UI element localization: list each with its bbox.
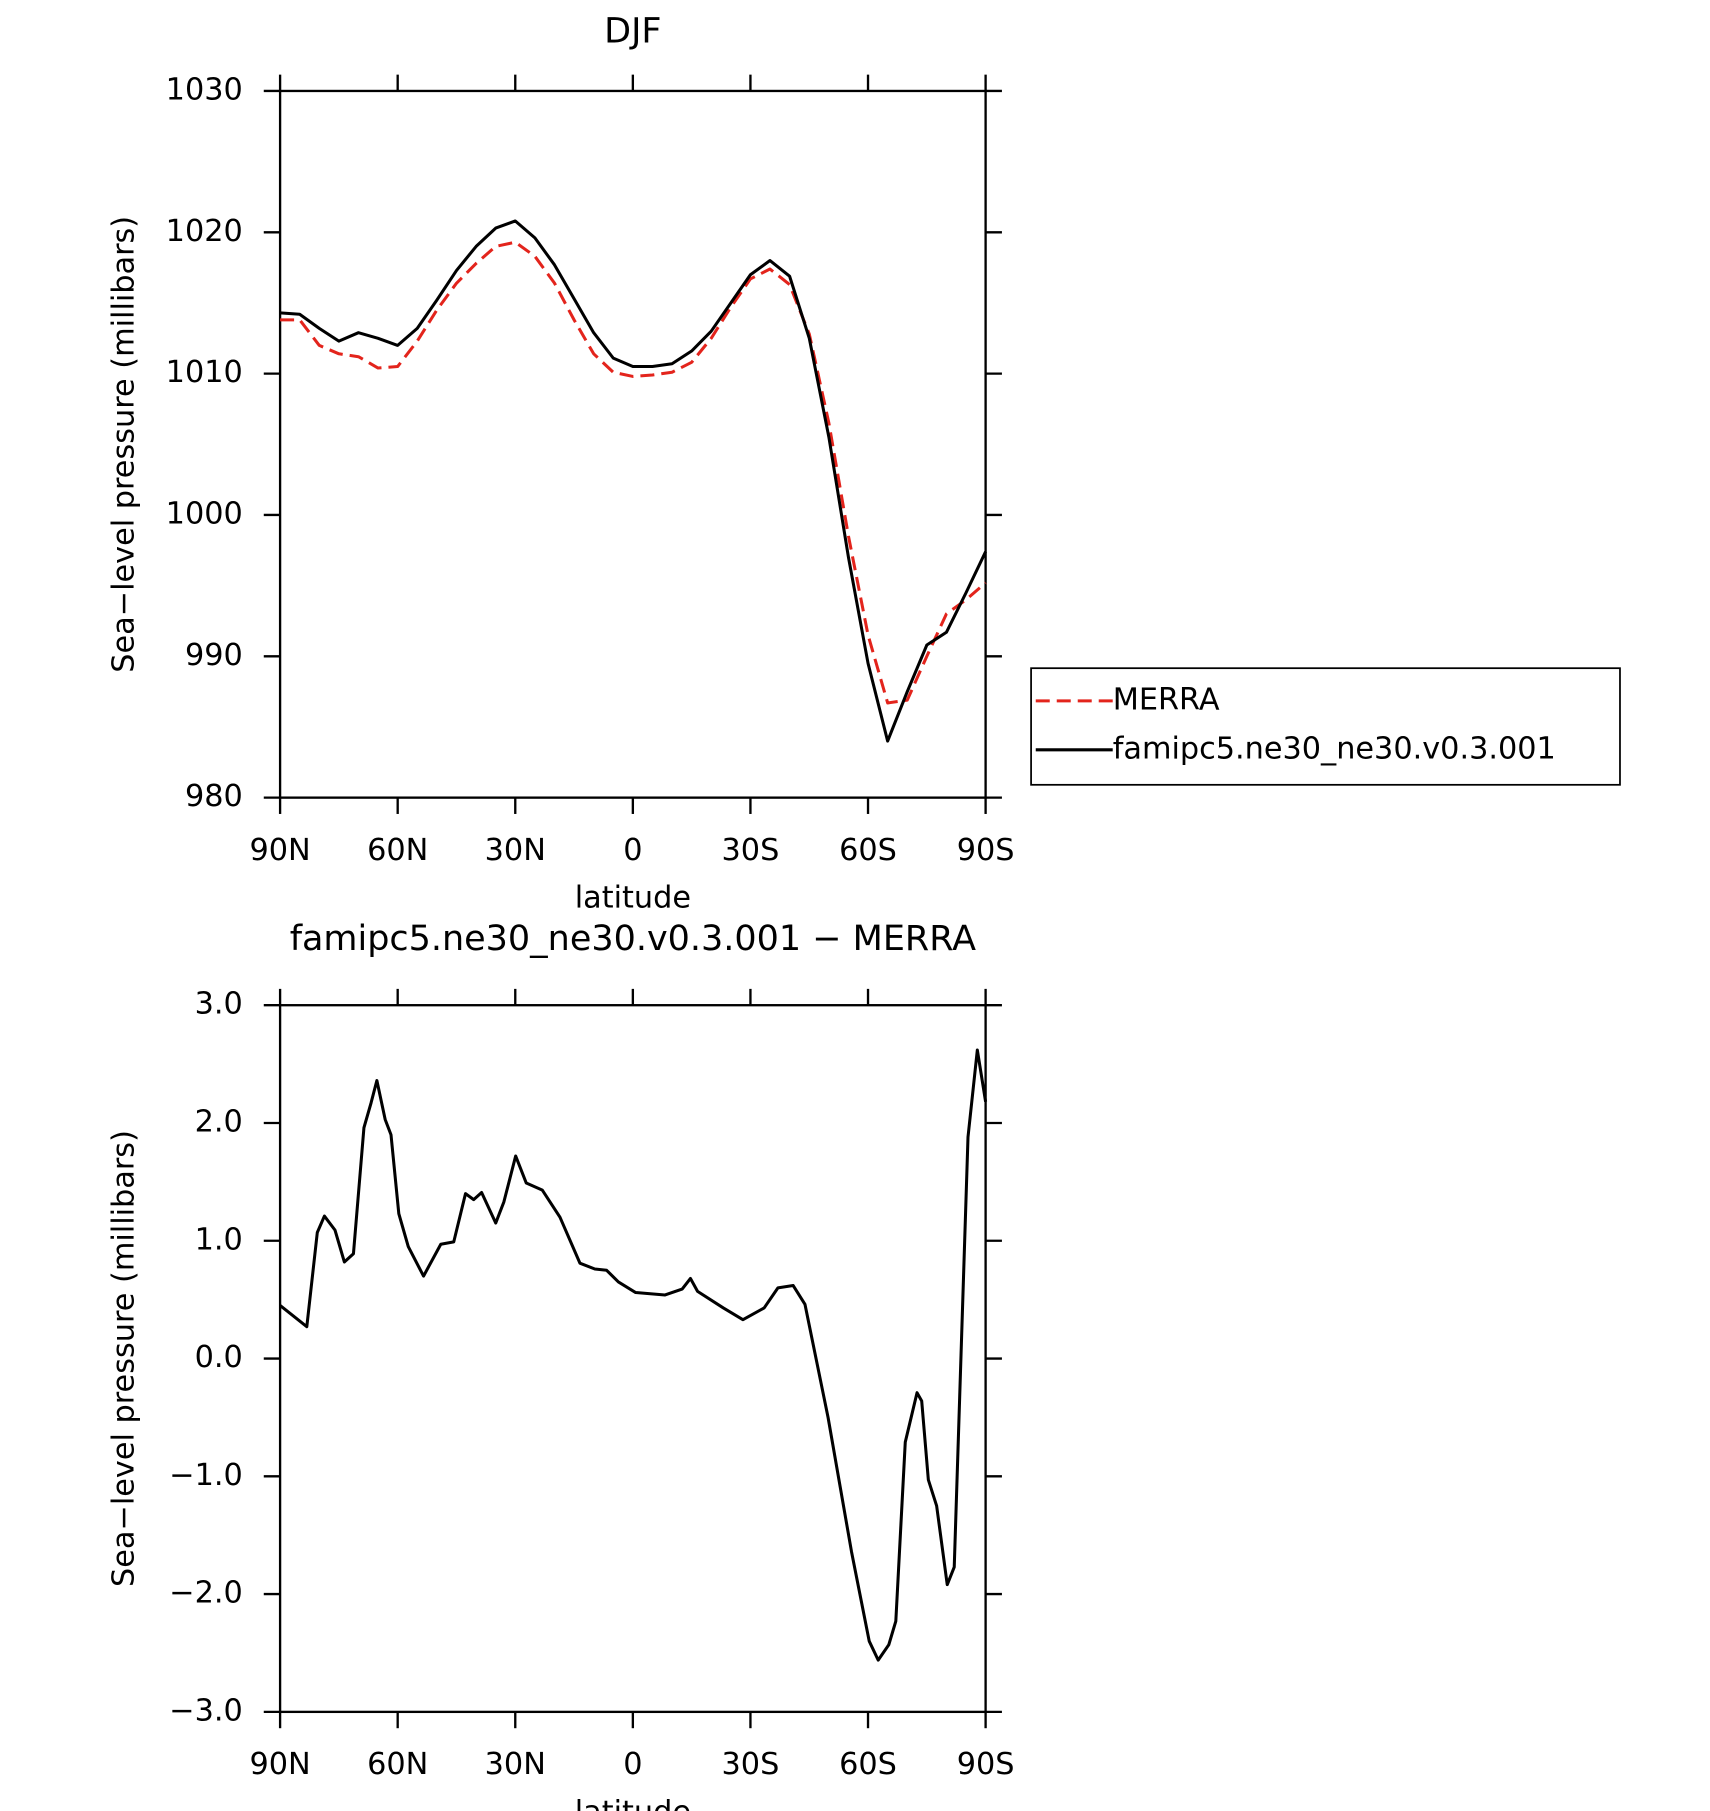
x-tick-label: 0 <box>623 1747 642 1782</box>
x-tick-label: 90S <box>957 833 1015 868</box>
x-tick-label: 60S <box>839 833 897 868</box>
y-tick-label: 1020 <box>166 214 243 249</box>
y-tick-label: 0.0 <box>195 1340 243 1375</box>
y-tick-label: 1.0 <box>195 1222 243 1257</box>
x-tick-label: 90N <box>249 1747 310 1782</box>
x-tick-label: 30N <box>485 1747 546 1782</box>
x-tick-label: 30N <box>485 833 546 868</box>
y-axis-label: Sea−level pressure (millibars) <box>107 1130 142 1587</box>
chart-title: DJF <box>604 12 661 52</box>
x-tick-label: 0 <box>623 833 642 868</box>
legend-box <box>1030 667 1621 786</box>
x-axis-label: latitude <box>575 1795 691 1811</box>
y-tick-label: 980 <box>185 779 243 814</box>
legend-label: MERRA <box>1113 682 1220 717</box>
x-tick-label: 90S <box>957 1747 1015 1782</box>
y-tick-label: 1010 <box>166 355 243 390</box>
legend-label: famipc5.ne30_ne30.v0.3.001 <box>1113 731 1556 766</box>
y-axis-label: Sea−level pressure (millibars) <box>107 216 142 673</box>
x-tick-label: 60N <box>367 1747 428 1782</box>
series-line <box>279 1048 988 1662</box>
x-tick-label: 60N <box>367 833 428 868</box>
y-tick-label: −1.0 <box>169 1458 243 1493</box>
series-line <box>280 240 987 705</box>
x-tick-label: 60S <box>839 1747 897 1782</box>
y-tick-label: 1030 <box>166 72 243 107</box>
y-tick-label: 990 <box>185 638 243 673</box>
x-tick-label: 30S <box>722 1747 780 1782</box>
y-tick-label: 1000 <box>166 496 243 531</box>
x-tick-label: 30S <box>722 833 780 868</box>
y-tick-label: −3.0 <box>169 1693 243 1728</box>
y-tick-label: 2.0 <box>195 1104 243 1139</box>
plot-frame <box>278 89 987 799</box>
series-line <box>279 219 987 743</box>
y-tick-label: −2.0 <box>169 1576 243 1611</box>
plot-frame <box>278 1004 987 1714</box>
y-tick-label: 3.0 <box>195 987 243 1022</box>
x-tick-label: 90N <box>249 833 310 868</box>
chart-title: famipc5.ne30_ne30.v0.3.001 − MERRA <box>290 919 976 959</box>
x-axis-label: latitude <box>575 881 691 916</box>
